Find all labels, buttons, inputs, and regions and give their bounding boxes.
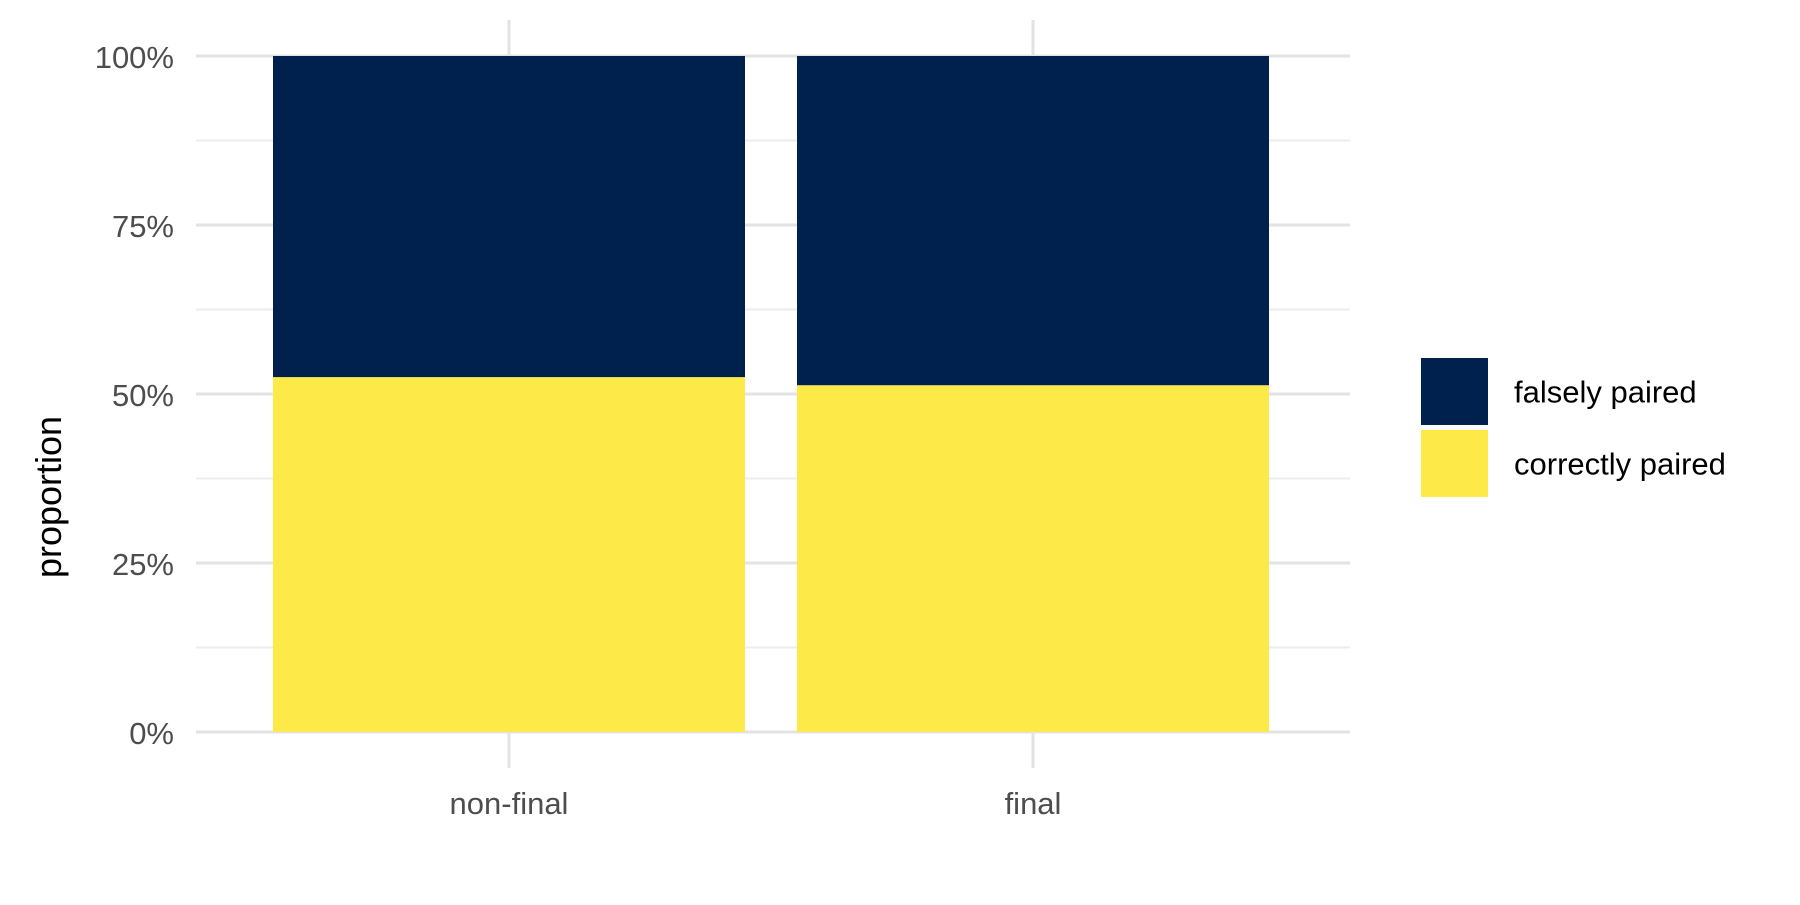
x-tick-label: non-final <box>450 786 569 821</box>
y-tick-label: 50% <box>112 378 174 413</box>
legend-label-falsely-paired: falsely paired <box>1514 375 1697 410</box>
bar-segment-falsely-paired-non-final <box>273 56 745 378</box>
legend: falsely paired correctly paired <box>1421 358 1726 497</box>
axis-layer: 0% 25% 50% 75% 100% non-final final <box>95 40 1062 821</box>
y-tick-label: 25% <box>112 547 174 582</box>
bar-segment-correctly-paired-final <box>797 385 1269 732</box>
y-tick-label: 0% <box>129 716 174 751</box>
x-tick-label: final <box>1005 786 1062 821</box>
y-axis-title: proportion <box>28 416 69 578</box>
bars-layer <box>273 56 1269 732</box>
legend-key-correctly-paired <box>1421 430 1488 497</box>
legend-label-correctly-paired: correctly paired <box>1514 447 1726 482</box>
bar-segment-correctly-paired-non-final <box>273 377 745 732</box>
y-tick-label: 100% <box>95 40 174 75</box>
legend-key-falsely-paired <box>1421 358 1488 425</box>
bar-segment-falsely-paired-final <box>797 56 1269 386</box>
y-tick-label: 75% <box>112 209 174 244</box>
